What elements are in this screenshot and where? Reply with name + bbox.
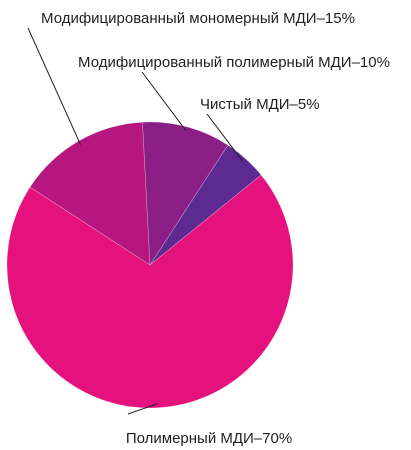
leader-line-polymeric-mdi	[127, 403, 158, 415]
slice-label-polymeric-mdi: Полимерный МДИ–70%	[126, 430, 292, 447]
leader-line-modified-polymeric-mdi	[141, 71, 187, 131]
slice-label-modified-monomeric-mdi: Модифицированный мономерный МДИ–15%	[41, 10, 355, 27]
pie-slices	[6, 121, 294, 409]
pie-slice-polymeric-mdi	[6, 174, 294, 409]
slice-labels: Чистый МДИ–5% Полимерный МДИ–70% Модифиц…	[41, 10, 390, 447]
pie-slice-pure-mdi	[149, 144, 262, 266]
pie-slice-modified-polymeric-mdi	[142, 121, 229, 266]
slice-label-pure-mdi: Чистый МДИ–5%	[200, 96, 320, 113]
leader-lines	[27, 27, 244, 415]
leader-line-modified-monomeric-mdi	[27, 27, 81, 145]
slice-label-modified-polymeric-mdi: Модифицированный полимерный МДИ–10%	[78, 54, 390, 71]
leader-line-pure-mdi	[206, 113, 244, 163]
